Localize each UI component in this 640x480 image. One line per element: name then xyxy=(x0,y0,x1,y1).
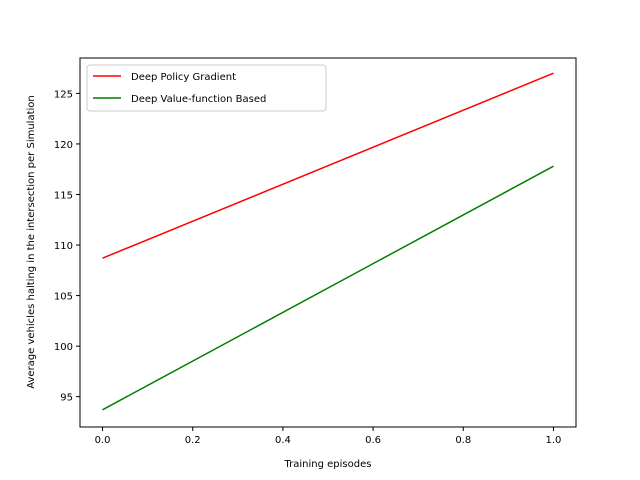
series-line-deep-policy-gradient xyxy=(102,72,554,259)
legend-box xyxy=(86,64,327,112)
x-tick-label: 0.6 xyxy=(365,435,381,446)
legend-label-deep-value-function-based: Deep Value-function Based xyxy=(131,94,266,105)
x-axis: 0.0 0.2 0.4 0.6 0.8 1.0 xyxy=(95,427,562,446)
y-tick-label: 115 xyxy=(54,190,73,201)
legend: Deep Policy Gradient Deep Value-function… xyxy=(86,64,327,112)
y-tick-label: 110 xyxy=(54,241,73,252)
x-tick-label: 0.4 xyxy=(275,435,291,446)
x-axis-label: Training episodes xyxy=(284,459,372,470)
plot-frame xyxy=(79,57,577,428)
series-line-deep-value-function-based xyxy=(102,165,554,411)
y-tick-label: 125 xyxy=(54,89,73,100)
y-tick-label: 95 xyxy=(60,393,73,404)
legend-label-deep-policy-gradient: Deep Policy Gradient xyxy=(131,72,236,83)
x-tick-label: 0.0 xyxy=(95,435,111,446)
series-layer xyxy=(102,72,554,411)
x-tick-label: 1.0 xyxy=(546,435,562,446)
y-tick-label: 105 xyxy=(54,292,73,303)
y-tick-label: 100 xyxy=(54,342,73,353)
y-axis: 95 100 105 110 115 120 125 xyxy=(54,89,80,404)
x-tick-label: 0.8 xyxy=(455,435,471,446)
y-tick-label: 120 xyxy=(54,140,73,151)
y-axis-label: Average vehicles halting in the intersec… xyxy=(26,95,37,389)
x-tick-label: 0.2 xyxy=(185,435,201,446)
